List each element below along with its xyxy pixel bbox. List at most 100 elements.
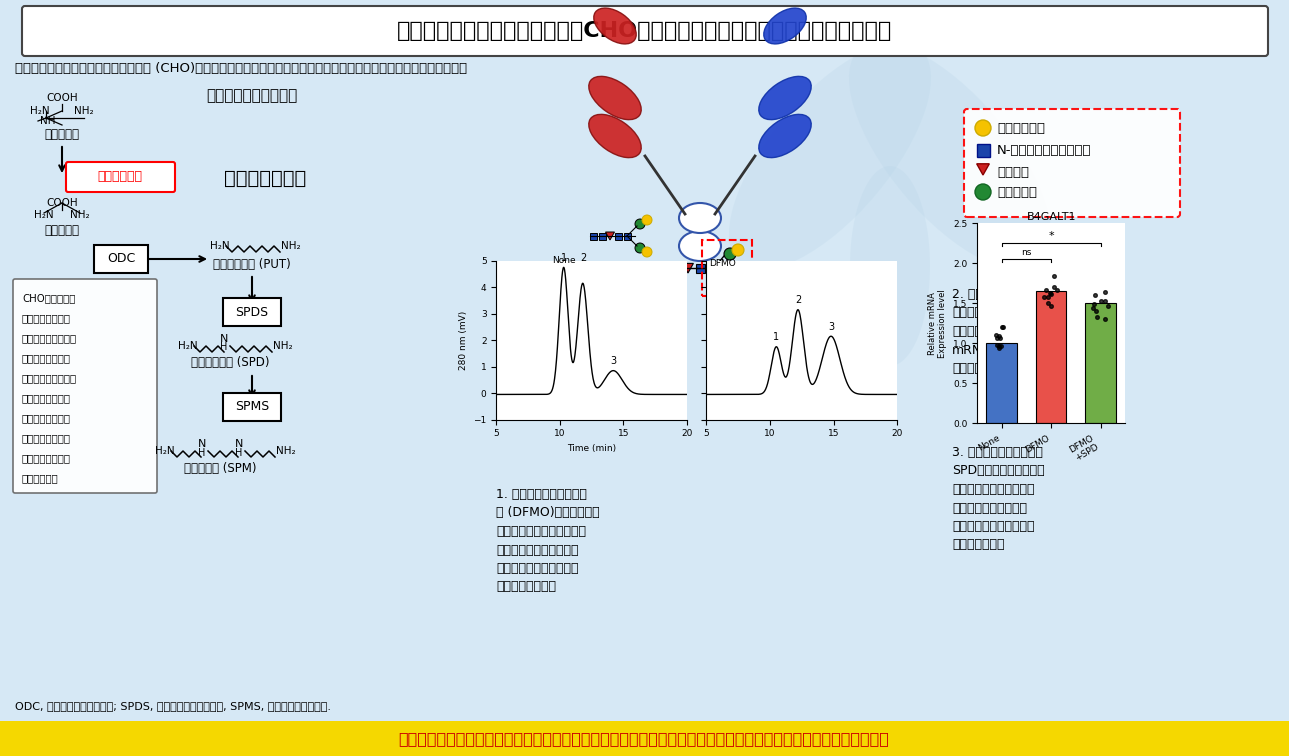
FancyBboxPatch shape — [964, 109, 1179, 217]
Text: NH₂: NH₂ — [273, 341, 293, 351]
Point — [986, 329, 1007, 341]
Text: H: H — [199, 448, 206, 458]
Text: H₂N: H₂N — [35, 210, 54, 220]
FancyBboxPatch shape — [223, 393, 281, 421]
Text: 3: 3 — [611, 356, 617, 366]
Point — [1040, 300, 1061, 312]
Text: 血清培地で長期培: 血清培地で長期培 — [22, 353, 71, 363]
Point — [1094, 296, 1115, 308]
Ellipse shape — [764, 8, 806, 44]
Text: 殖速度や生存率が: 殖速度や生存率が — [22, 453, 71, 463]
Text: NH₂: NH₂ — [75, 106, 94, 116]
Ellipse shape — [730, 42, 931, 270]
Text: 成できず、細胞増: 成できず、細胞増 — [22, 433, 71, 443]
Text: 養するとポリアミン: 養するとポリアミン — [22, 373, 77, 383]
Text: NH₂: NH₂ — [281, 241, 300, 251]
Text: ブトレッシン (PUT): ブトレッシン (PUT) — [213, 258, 291, 271]
Text: 3. ポリアミン欠乏細胞に
SPDを添加すると、小胞
体ストレスが緩和され、
抗体産生量の回復とガ
ラクトシル化の亢進が抑
制されました。: 3. ポリアミン欠乏細胞に SPDを添加すると、小胞 体ストレスが緩和され、 抗… — [953, 446, 1044, 551]
Ellipse shape — [849, 166, 929, 366]
Point — [1097, 300, 1118, 312]
Point — [1042, 288, 1062, 300]
Point — [1034, 291, 1054, 303]
FancyBboxPatch shape — [223, 298, 281, 326]
Text: フコース: フコース — [996, 166, 1029, 178]
Text: ポリアミン生合成経路: ポリアミン生合成経路 — [206, 88, 298, 104]
Ellipse shape — [759, 114, 811, 158]
Circle shape — [635, 219, 644, 229]
Text: ガラクトース: ガラクトース — [996, 122, 1045, 135]
Text: SPMS: SPMS — [235, 401, 269, 414]
Text: スペルミジン (SPD): スペルミジン (SPD) — [191, 357, 269, 370]
Point — [1044, 270, 1065, 282]
Text: 低下します。: 低下します。 — [22, 473, 59, 483]
FancyBboxPatch shape — [94, 245, 148, 273]
Bar — [703, 240, 751, 296]
Text: 1: 1 — [772, 332, 779, 342]
Point — [1085, 305, 1106, 317]
Text: ODC, オルニチン脱炭酸酵素; SPDS, スペルミジン合成酵素, SPMS, スペルミン合成酵素.: ODC, オルニチン脱炭酸酵素; SPDS, スペルミジン合成酵素, SPMS,… — [15, 701, 331, 711]
Circle shape — [732, 244, 744, 256]
Bar — [598, 233, 606, 240]
Ellipse shape — [594, 8, 637, 44]
FancyBboxPatch shape — [13, 279, 157, 493]
X-axis label: Time (min): Time (min) — [567, 444, 616, 453]
Bar — [986, 343, 1017, 423]
Text: None: None — [552, 256, 576, 265]
Circle shape — [635, 243, 644, 253]
Ellipse shape — [679, 231, 721, 261]
Point — [990, 339, 1011, 352]
Point — [1085, 290, 1106, 302]
Text: H: H — [220, 342, 228, 352]
Circle shape — [724, 248, 736, 260]
Text: *: * — [1048, 231, 1054, 241]
Text: N: N — [197, 439, 206, 449]
Text: 細胞増殖促進因子ポリアミン：CHO細胞の抗体産生量と糖鎖構造の維持に重要: 細胞増殖促進因子ポリアミン：CHO細胞の抗体産生量と糖鎖構造の維持に重要 — [397, 21, 892, 41]
Text: NH₂: NH₂ — [276, 446, 295, 456]
Text: の前駆物質である: の前駆物質である — [22, 393, 71, 403]
Bar — [0, 721, 1289, 756]
Circle shape — [974, 120, 991, 136]
Polygon shape — [683, 263, 693, 273]
Text: ODC: ODC — [107, 253, 135, 265]
Text: N: N — [235, 439, 244, 449]
Text: 落しているため、無: 落しているため、無 — [22, 333, 77, 343]
Text: アルギナーゼ: アルギナーゼ — [98, 171, 143, 184]
Ellipse shape — [589, 114, 641, 158]
Y-axis label: Relative mRNA
Expression level: Relative mRNA Expression level — [928, 289, 947, 358]
Text: 1. ポリアミン生合成阻害
剤 (DFMO)により細胞内
ポリアミン量を減少させる
と、抗体の産生量減少と
ガラクトシル化の亢進が
認められました。: 1. ポリアミン生合成阻害 剤 (DFMO)により細胞内 ポリアミン量を減少させ… — [496, 488, 599, 593]
Text: アルギニン: アルギニン — [45, 128, 80, 141]
Text: COOH: COOH — [46, 198, 77, 208]
Title: B4GALT1: B4GALT1 — [1026, 212, 1076, 222]
Point — [1094, 312, 1115, 324]
Text: 2: 2 — [580, 253, 586, 263]
Ellipse shape — [849, 42, 1051, 270]
Point — [1038, 297, 1058, 309]
Point — [1083, 302, 1103, 314]
Circle shape — [642, 215, 652, 225]
Bar — [615, 233, 621, 240]
Ellipse shape — [589, 76, 641, 119]
Point — [1090, 295, 1111, 307]
Text: マンノース: マンノース — [996, 185, 1036, 199]
Text: 1: 1 — [561, 253, 567, 263]
Text: CHO細胞はアル: CHO細胞はアル — [22, 293, 75, 303]
Text: H₂N: H₂N — [178, 341, 197, 351]
Text: H₂N: H₂N — [210, 241, 229, 251]
Point — [989, 330, 1009, 342]
Text: COOH: COOH — [46, 93, 77, 103]
Text: 3: 3 — [829, 321, 834, 332]
Bar — [624, 233, 630, 240]
Bar — [660, 264, 669, 272]
Point — [1035, 284, 1056, 296]
Bar — [709, 264, 718, 272]
Text: オルニチンを生合: オルニチンを生合 — [22, 413, 71, 423]
Point — [1094, 286, 1115, 298]
Bar — [1036, 291, 1066, 423]
Text: H₂N: H₂N — [155, 446, 174, 456]
Ellipse shape — [759, 76, 811, 119]
Text: DFMO: DFMO — [709, 259, 736, 268]
Text: ギナーゼ活性が欠: ギナーゼ活性が欠 — [22, 313, 71, 323]
Point — [987, 332, 1008, 344]
Point — [1043, 281, 1063, 293]
Y-axis label: 280 nm (mV): 280 nm (mV) — [459, 311, 468, 370]
